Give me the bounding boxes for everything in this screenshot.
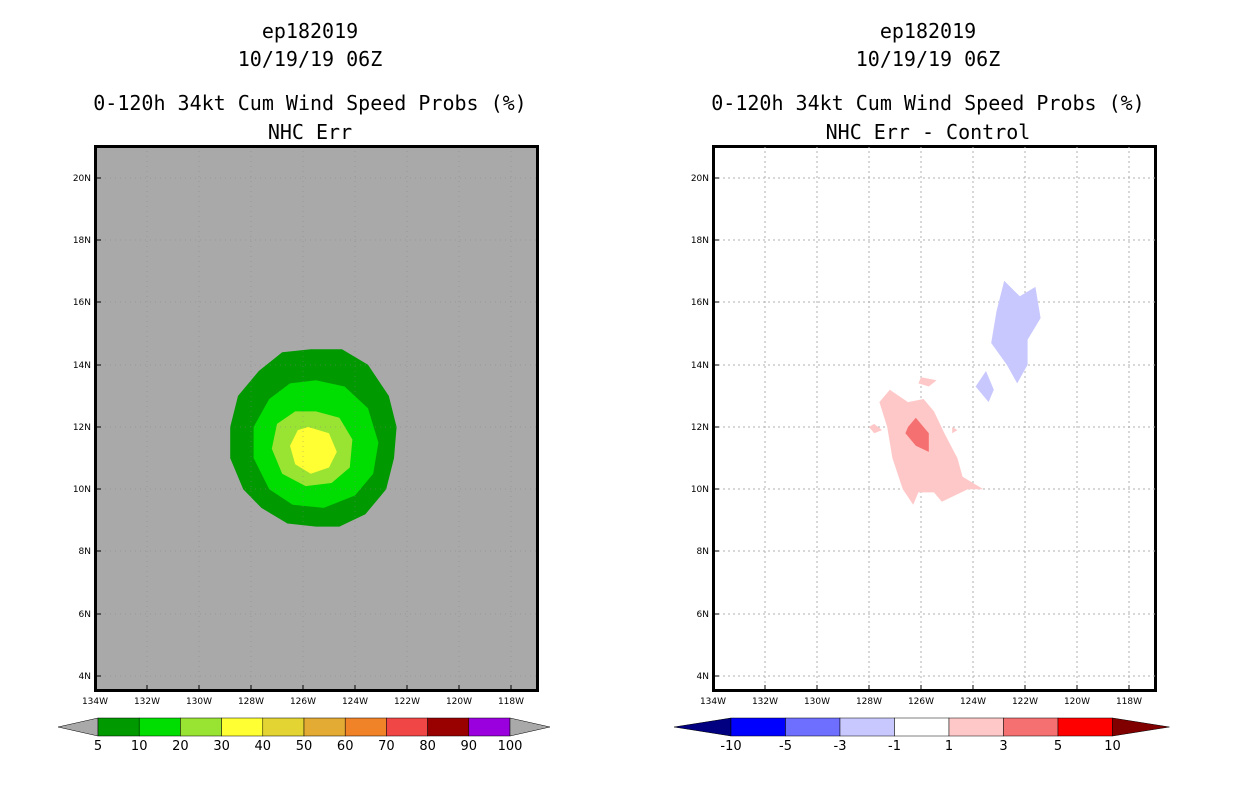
left-x-tick-label: 134W xyxy=(82,697,108,707)
right-y-tick-label: 8N xyxy=(697,547,709,557)
right-contour-3 xyxy=(905,417,929,452)
right-x-tick-label: 126W xyxy=(908,697,934,707)
left-y-tick-label: 20N xyxy=(73,174,91,184)
right-y-tick-label: 4N xyxy=(697,672,709,682)
left-x-tick-label: 120W xyxy=(446,697,472,707)
left-colorbar-label: 40 xyxy=(255,739,272,754)
right-x-tick-label: 132W xyxy=(752,697,778,707)
left-colorbar-low-arrow xyxy=(57,717,99,737)
right-y-tick-label: 14N xyxy=(691,361,709,371)
left-colorbar-bin xyxy=(427,717,470,737)
right-y-tick-label: 6N xyxy=(697,610,709,620)
left-y-tick-label: 10N xyxy=(73,485,91,495)
right-colorbar-bin xyxy=(894,717,950,737)
left-colorbar-bin xyxy=(303,717,346,737)
right-x-tick-label: 134W xyxy=(700,697,726,707)
left-x-tick-label: 130W xyxy=(186,697,212,707)
left-colorbar-bin xyxy=(138,717,181,737)
right-contour-1 xyxy=(918,377,937,387)
right-colorbar-bin xyxy=(730,717,786,737)
right-colorbar-label: -1 xyxy=(888,739,901,754)
right-colorbar-bin xyxy=(785,717,841,737)
left-y-tick-label: 12N xyxy=(73,423,91,433)
left-colorbar-bin xyxy=(180,717,222,737)
left-colorbar-label: 20 xyxy=(172,739,189,754)
right-y-tick-label: 18N xyxy=(691,236,709,246)
right-colorbar-label: -3 xyxy=(834,739,847,754)
right-x-tick-label: 120W xyxy=(1064,697,1090,707)
right-colorbar-label: -10 xyxy=(720,739,741,754)
left-y-tick-label: 14N xyxy=(73,361,91,371)
left-colorbar-label: 80 xyxy=(419,739,436,754)
right-y-tick-label: 12N xyxy=(691,423,709,433)
right-colorbar-bin xyxy=(1003,717,1059,737)
left-x-tick-label: 124W xyxy=(342,697,368,707)
left-y-tick-label: 6N xyxy=(79,610,91,620)
right-chart: 134W 132W 130W 128W 126W 124W 122W 120W 118W 4N 6N… xyxy=(673,145,1170,754)
left-colorbar-label: 50 xyxy=(296,739,313,754)
left-colorbar-bin xyxy=(344,717,387,737)
right-contour-1 xyxy=(991,280,1041,384)
left-title-subtitle: NHC Err xyxy=(267,120,353,144)
right-title-product: 0-120h 34kt Cum Wind Speed Probs (%) xyxy=(711,91,1145,115)
left-chart: 134W 132W 130W 128W 126W 124W 122W 120W 118W 4N 6N… xyxy=(57,145,551,754)
left-colorbar-label: 60 xyxy=(337,739,354,754)
left-colorbar-high-arrow xyxy=(509,717,551,737)
left-colorbar-label: 100 xyxy=(498,739,523,754)
left-colorbar-label: 30 xyxy=(213,739,230,754)
right-x-tick-label: 130W xyxy=(804,697,830,707)
left-x-tick-label: 126W xyxy=(290,697,316,707)
right-colorbar-high-arrow xyxy=(1112,717,1170,737)
right-colorbar-label: 1 xyxy=(945,739,953,754)
right-colorbar-label: 10 xyxy=(1104,739,1121,754)
left-title-storm: ep182019 xyxy=(261,19,359,43)
left-colorbar-label: 5 xyxy=(94,739,102,754)
left-y-tick-label: 16N xyxy=(73,298,91,308)
left-y-tick-label: 18N xyxy=(73,236,91,246)
left-title-product: 0-120h 34kt Cum Wind Speed Probs (%) xyxy=(93,91,527,115)
right-y-tick-label: 16N xyxy=(691,298,709,308)
left-colorbar-bin xyxy=(97,717,140,737)
left-y-tick-label: 4N xyxy=(79,672,91,682)
right-colorbar-low-arrow xyxy=(673,717,732,737)
left-contour-30 xyxy=(290,427,337,474)
right-title-subtitle: NHC Err - Control xyxy=(825,120,1031,144)
left-colorbar-bin xyxy=(221,717,264,737)
right-x-tick-label: 128W xyxy=(856,697,882,707)
right-contour-1 xyxy=(952,427,958,434)
right-contour-1 xyxy=(879,389,984,505)
left-x-tick-label: 118W xyxy=(498,697,524,707)
right-frame xyxy=(712,145,1157,692)
left-x-tick-label: 128W xyxy=(238,697,264,707)
left-y-tick-label: 8N xyxy=(79,547,91,557)
left-colorbar-bin xyxy=(262,717,305,737)
left-colorbar-bin xyxy=(386,717,428,737)
right-x-tick-label: 118W xyxy=(1116,697,1142,707)
left-x-tick-label: 122W xyxy=(394,697,420,707)
right-colorbar-bin xyxy=(1057,717,1113,737)
right-title-date: 10/19/19 06Z xyxy=(855,47,1001,71)
left-title-date: 10/19/19 06Z xyxy=(237,47,383,71)
right-colorbar-label: 5 xyxy=(1054,739,1062,754)
right-contour-1 xyxy=(869,423,882,434)
left-colorbar-label: 90 xyxy=(461,739,478,754)
left-colorbar-label: 10 xyxy=(131,739,148,754)
right-y-tick-label: 20N xyxy=(691,174,709,184)
right-y-tick-label: 10N xyxy=(691,485,709,495)
left-x-tick-label: 132W xyxy=(134,697,160,707)
right-x-tick-label: 124W xyxy=(960,697,986,707)
right-title-storm: ep182019 xyxy=(879,19,977,43)
right-x-tick-label: 122W xyxy=(1012,697,1038,707)
right-colorbar-label: -5 xyxy=(779,739,792,754)
right-colorbar-label: 3 xyxy=(999,739,1007,754)
right-contour-1 xyxy=(975,371,994,403)
left-frame xyxy=(94,145,539,692)
right-colorbar-bin xyxy=(839,717,895,737)
left-colorbar-bin xyxy=(468,717,511,737)
left-colorbar-label: 70 xyxy=(378,739,395,754)
right-colorbar-bin xyxy=(948,717,1004,737)
